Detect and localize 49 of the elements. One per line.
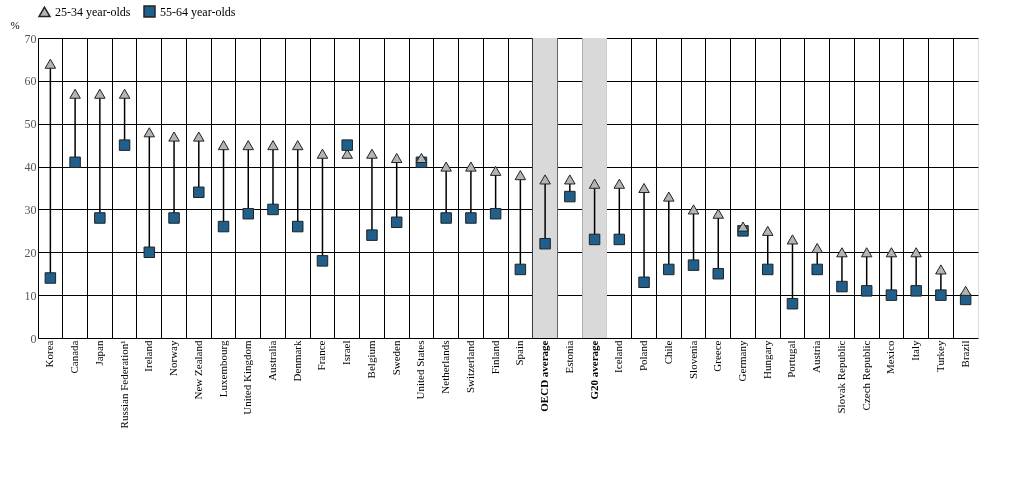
x-tick-label: G20 average xyxy=(587,340,600,400)
y-tick-label: 50 xyxy=(24,117,37,132)
x-tick-label: France xyxy=(315,340,328,371)
y-tick-label: 10 xyxy=(24,288,37,303)
x-tick-label: Germany xyxy=(736,340,748,382)
legend-label: 55-64 year-olds xyxy=(160,4,236,19)
y-tick-label: 20 xyxy=(24,245,37,260)
x-tick-label: Sweden xyxy=(389,340,402,376)
x-tick-label: Greece xyxy=(711,340,724,372)
x-tick-label: Canada xyxy=(68,340,81,374)
x-tick-label: Korea xyxy=(43,340,56,368)
x-tick-label: New Zealand xyxy=(191,340,204,400)
x-tick-label: Iceland xyxy=(612,340,625,373)
x-tick-label: Denmark xyxy=(290,340,303,382)
x-tick-label: Czech Republic xyxy=(859,340,872,411)
x-tick-label: Austria xyxy=(810,340,823,373)
y-axis-title: % xyxy=(10,18,20,31)
x-tick-label: United States xyxy=(414,340,427,400)
x-tick-label: Poland xyxy=(637,340,650,372)
x-tick-label: Slovak Republic xyxy=(834,340,847,414)
x-tick-label: United Kingdom xyxy=(241,340,254,415)
x-tick-label: Switzerland xyxy=(463,340,476,394)
x-tick-label: Italy xyxy=(909,340,922,361)
x-tick-label: Israel xyxy=(340,340,353,365)
x-tick-label: Turkey xyxy=(933,340,946,372)
x-tick-label: Luxembourg xyxy=(216,340,229,398)
y-tick-label: 40 xyxy=(24,160,37,175)
y-tick-label: 70 xyxy=(24,31,37,46)
x-tick-label: Mexico xyxy=(884,340,897,375)
x-tick-label: Hungary xyxy=(760,340,773,379)
x-tick-label: Spain xyxy=(513,340,526,366)
x-tick-label: Chile xyxy=(661,340,674,365)
x-tick-label: OECD average xyxy=(538,340,551,412)
x-tick-label: Portugal xyxy=(785,340,798,378)
y-tick-label: 60 xyxy=(24,74,37,89)
x-tick-label: Belgium xyxy=(364,340,377,379)
x-tick-label: Brazil xyxy=(958,340,971,368)
y-tick-label: 0 xyxy=(30,331,37,346)
x-tick-label: Finland xyxy=(488,340,501,375)
x-tick-label: Australia xyxy=(266,340,278,381)
x-tick-label: Slovenia xyxy=(686,340,699,379)
x-tick-label: Norway xyxy=(167,340,180,376)
x-tick-label: Japan xyxy=(92,340,105,366)
x-tick-label: Ireland xyxy=(142,340,155,372)
x-tick-label: Estonia xyxy=(562,340,575,374)
x-tick-label: Russian Federation¹ xyxy=(117,340,130,429)
legend-label: 25-34 year-olds xyxy=(55,4,131,19)
x-tick-label: Netherlands xyxy=(439,340,452,394)
y-tick-label: 30 xyxy=(24,202,37,217)
